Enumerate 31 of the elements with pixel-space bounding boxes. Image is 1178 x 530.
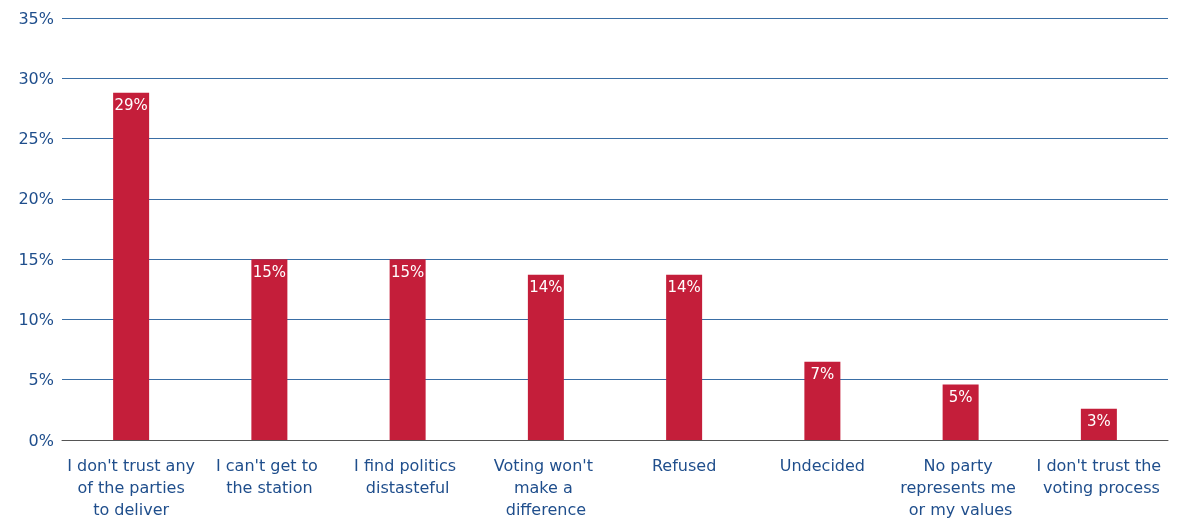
- x-tick-label: Refused: [651, 455, 717, 475]
- data-label: 3%: [1086, 412, 1111, 431]
- y-tick-label: 30%: [18, 68, 54, 88]
- data-label: 14%: [667, 278, 701, 297]
- y-tick-label: 25%: [18, 129, 54, 149]
- y-tick-label: 35%: [18, 8, 54, 28]
- data-label: 29%: [114, 96, 148, 115]
- bar: [389, 259, 426, 440]
- x-tick-label: Undecided: [779, 455, 865, 475]
- x-tick-label: I don't trust any of the parties to deliver: [67, 455, 195, 519]
- y-tick-label: 5%: [28, 370, 54, 390]
- bar: [251, 259, 288, 440]
- data-label: 14%: [529, 278, 563, 297]
- x-tick-label: No party represents me or my values: [900, 455, 1022, 519]
- y-tick-label: 0%: [28, 430, 54, 450]
- bar: [666, 274, 703, 440]
- data-label: 15%: [390, 262, 425, 281]
- y-tick-label: 15%: [18, 249, 54, 269]
- data-label: 15%: [252, 262, 287, 281]
- x-tick-label: I don't trust the voting process: [1036, 455, 1162, 497]
- data-label: 5%: [948, 388, 973, 407]
- x-tick-label: I can't get to the station: [215, 455, 323, 497]
- bar: [942, 384, 979, 440]
- x-tick-label: Voting won't make a difference: [493, 455, 599, 519]
- y-tick-label: 10%: [18, 309, 54, 329]
- data-label: 7%: [810, 365, 835, 384]
- x-tick-label: I find politics distasteful: [354, 455, 462, 497]
- bar: [804, 361, 841, 440]
- y-tick-label: 20%: [18, 189, 54, 209]
- bar: [113, 92, 150, 440]
- bar: [527, 274, 564, 440]
